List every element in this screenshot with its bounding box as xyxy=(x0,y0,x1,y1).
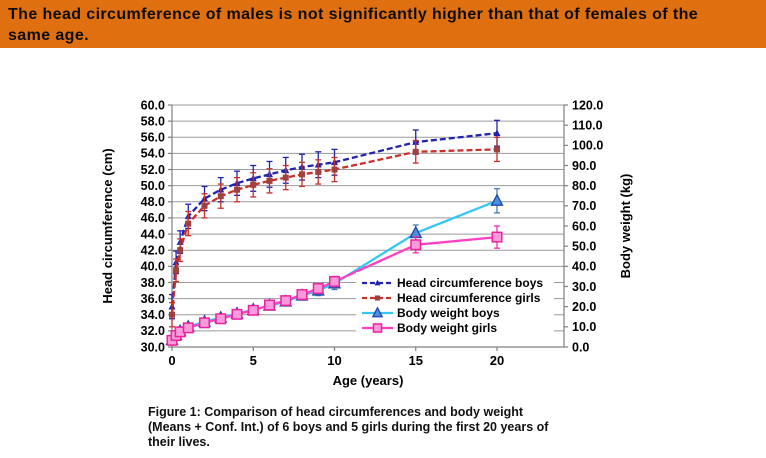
svg-text:60.0: 60.0 xyxy=(141,98,165,112)
svg-text:90.0: 90.0 xyxy=(572,159,596,173)
svg-text:40.0: 40.0 xyxy=(141,260,165,274)
caption-line-2: (Means + Conf. Int.) of 6 boys and 5 gir… xyxy=(148,420,549,434)
left-axis: 60.0 58.0 56.0 54.0 52.0 50.0 48.0 46.0 44.0 42.0… xyxy=(100,98,172,354)
legend-item-body-weight-girls: Body weight girls xyxy=(362,321,497,335)
svg-text:Head circumference girls: Head circumference girls xyxy=(397,291,541,305)
svg-text:44.0: 44.0 xyxy=(141,227,165,241)
series-head-circumference-girls xyxy=(169,136,500,328)
svg-text:50.0: 50.0 xyxy=(572,239,596,253)
svg-text:100.0: 100.0 xyxy=(572,139,603,153)
svg-text:10.0: 10.0 xyxy=(572,320,596,334)
header-banner: The head circumference of males is not s… xyxy=(0,0,766,48)
svg-text:38.0: 38.0 xyxy=(141,276,165,290)
svg-text:42.0: 42.0 xyxy=(141,244,165,258)
svg-text:40.0: 40.0 xyxy=(572,260,596,274)
right-axis: 120.0 110.0 100.0 90.0 80.0 70.0 60.0 50.0 40.0 3… xyxy=(564,98,633,354)
svg-text:20.0: 20.0 xyxy=(572,300,596,314)
x-axis: 0 5 10 15 20 Age (years) xyxy=(168,347,504,388)
svg-text:36.0: 36.0 xyxy=(141,292,165,306)
svg-text:30.0: 30.0 xyxy=(572,280,596,294)
svg-text:Body weight girls: Body weight girls xyxy=(397,321,497,335)
svg-text:Head circumference boys: Head circumference boys xyxy=(397,276,543,290)
x-axis-title: Age (years) xyxy=(333,373,404,388)
svg-text:60.0: 60.0 xyxy=(572,219,596,233)
svg-text:15: 15 xyxy=(409,353,423,368)
series-body-weight-girls xyxy=(166,225,503,346)
svg-text:0: 0 xyxy=(168,353,175,368)
svg-text:20: 20 xyxy=(490,353,504,368)
svg-text:110.0: 110.0 xyxy=(572,118,603,132)
svg-text:10: 10 xyxy=(327,353,341,368)
right-axis-title: Body weight (kg) xyxy=(618,174,633,279)
svg-text:52.0: 52.0 xyxy=(141,163,165,177)
svg-text:30.0: 30.0 xyxy=(141,340,165,354)
svg-text:70.0: 70.0 xyxy=(572,199,596,213)
svg-text:120.0: 120.0 xyxy=(572,98,603,112)
svg-text:46.0: 46.0 xyxy=(141,211,165,225)
svg-text:50.0: 50.0 xyxy=(141,179,165,193)
svg-text:34.0: 34.0 xyxy=(141,308,165,322)
legend-item-head-circumference-girls: Head circumference girls xyxy=(362,291,541,305)
svg-text:58.0: 58.0 xyxy=(141,114,165,128)
legend-item-head-circumference-boys: Head circumference boys xyxy=(362,276,543,290)
svg-text:56.0: 56.0 xyxy=(141,131,165,145)
caption-line-3: their lives. xyxy=(148,435,210,449)
svg-text:Body weight boys: Body weight boys xyxy=(397,306,500,320)
header-line-1: The head circumference of males is not s… xyxy=(8,6,699,23)
svg-text:80.0: 80.0 xyxy=(572,179,596,193)
svg-text:48.0: 48.0 xyxy=(141,195,165,209)
legend-item-body-weight-boys: Body weight boys xyxy=(362,306,500,320)
svg-text:5: 5 xyxy=(250,353,257,368)
figure-caption: Figure 1: Comparison of head circumferen… xyxy=(148,405,548,450)
caption-line-1: Figure 1: Comparison of head circumferen… xyxy=(148,405,524,419)
svg-text:32.0: 32.0 xyxy=(141,324,165,338)
svg-text:54.0: 54.0 xyxy=(141,147,165,161)
header-line-2: same age. xyxy=(8,27,89,44)
svg-text:0.0: 0.0 xyxy=(572,340,589,354)
left-axis-title: Head circumference (cm) xyxy=(100,148,115,303)
